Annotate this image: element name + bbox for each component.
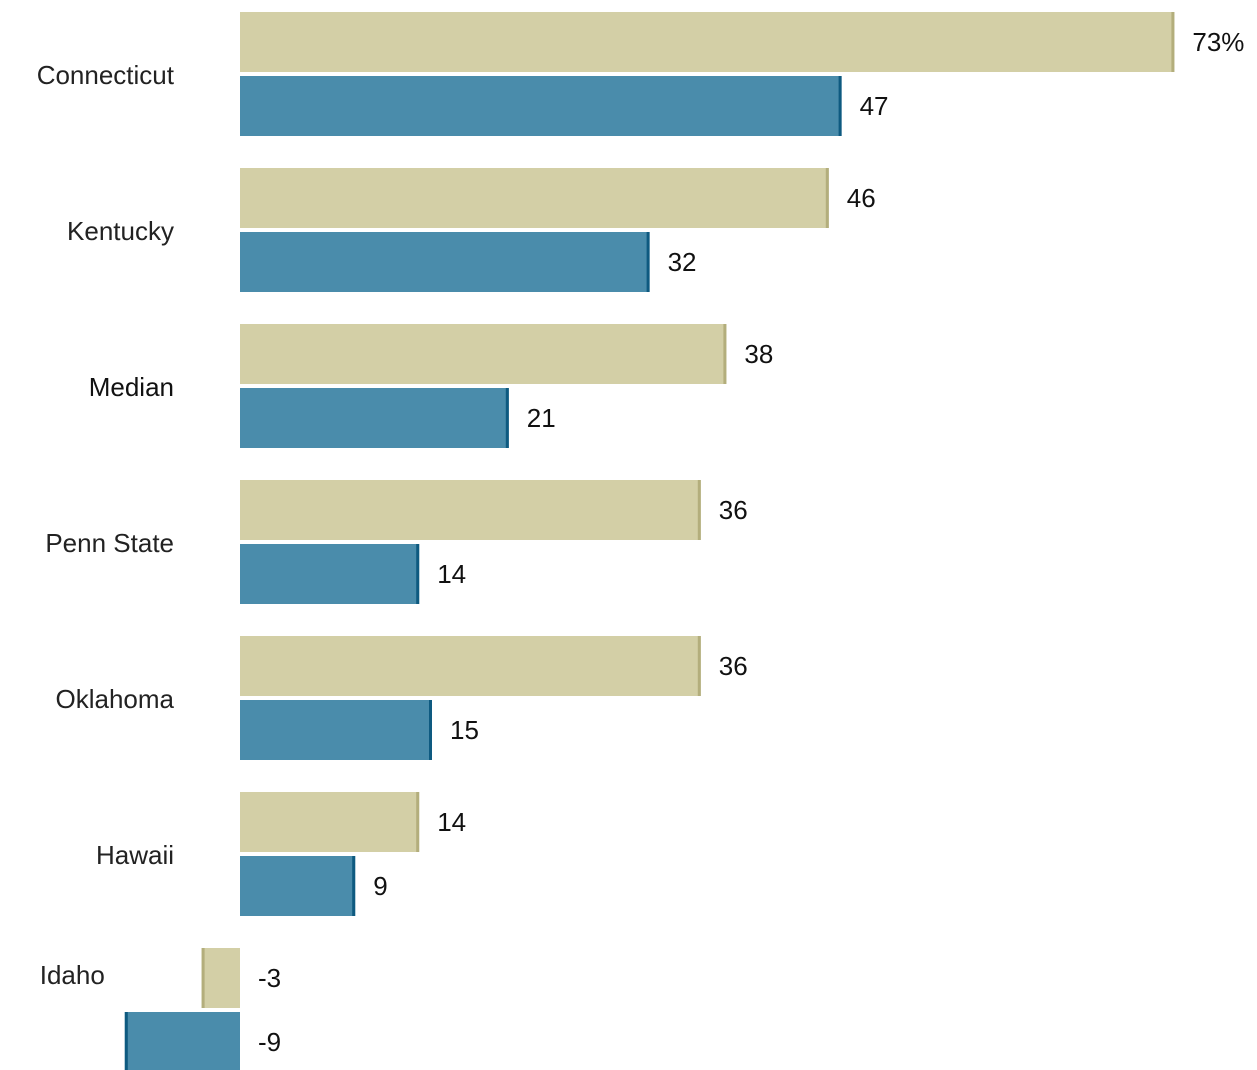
bar-oklahoma-series-1 [240, 636, 701, 696]
bar-group-connecticut: 73% 47 Connecticut [37, 12, 1244, 136]
value-label: 21 [527, 403, 556, 433]
bar-end-cap [723, 324, 727, 384]
bar-end-cap [124, 1012, 128, 1070]
bar-end-cap [352, 856, 356, 916]
category-label: Kentucky [67, 216, 174, 246]
value-label: 46 [847, 183, 876, 213]
bar-penn-state-series-2 [240, 544, 420, 604]
bar-kentucky-series-2 [240, 232, 650, 292]
bar-end-cap [825, 168, 829, 228]
bar-group-penn-state: 36 14 Penn State [45, 480, 748, 604]
bar-end-cap [646, 232, 650, 292]
bar-end-cap [201, 948, 205, 1008]
value-label: 9 [373, 871, 387, 901]
bar-idaho-series-2 [124, 1012, 240, 1070]
category-label: Oklahoma [56, 684, 175, 714]
value-label: 14 [437, 807, 466, 837]
bar-end-cap [505, 388, 509, 448]
bar-oklahoma-series-2 [240, 700, 432, 760]
value-label: 38 [744, 339, 773, 369]
bar-group-oklahoma: 36 15 Oklahoma [56, 636, 748, 760]
bar-group-idaho: -3 -9 Idaho [40, 948, 281, 1070]
bar-median-series-1 [240, 324, 727, 384]
category-label: Idaho [40, 960, 105, 990]
bar-end-cap [697, 480, 701, 540]
bar-hawaii-series-2 [240, 856, 356, 916]
value-label: 14 [437, 559, 466, 589]
bar-end-cap [1171, 12, 1175, 72]
value-label: 36 [719, 651, 748, 681]
bar-end-cap [838, 76, 842, 136]
bar-group-median: 38 21 Median [89, 324, 773, 448]
bar-median-series-2 [240, 388, 509, 448]
bar-hawaii-series-1 [240, 792, 420, 852]
value-label: -3 [258, 963, 281, 993]
category-label: Hawaii [96, 840, 174, 870]
value-label: 36 [719, 495, 748, 525]
bar-end-cap [416, 792, 420, 852]
category-label: Penn State [45, 528, 174, 558]
bar-group-hawaii: 14 9 Hawaii [96, 792, 466, 916]
bar-connecticut-series-2 [240, 76, 842, 136]
value-label: 32 [668, 247, 697, 277]
category-label: Median [89, 372, 174, 402]
bar-group-kentucky: 46 32 Kentucky [67, 168, 876, 292]
value-label: -9 [258, 1027, 281, 1057]
bar-end-cap [697, 636, 701, 696]
value-label: 47 [860, 91, 889, 121]
value-label: 15 [450, 715, 479, 745]
bar-connecticut-series-1 [240, 12, 1175, 72]
value-label: 73% [1192, 27, 1244, 57]
bar-idaho-series-1 [201, 948, 240, 1008]
bar-end-cap [429, 700, 432, 760]
category-label: Connecticut [37, 60, 175, 90]
bar-penn-state-series-1 [240, 480, 701, 540]
bar-kentucky-series-1 [240, 168, 829, 228]
bar-end-cap [416, 544, 420, 604]
